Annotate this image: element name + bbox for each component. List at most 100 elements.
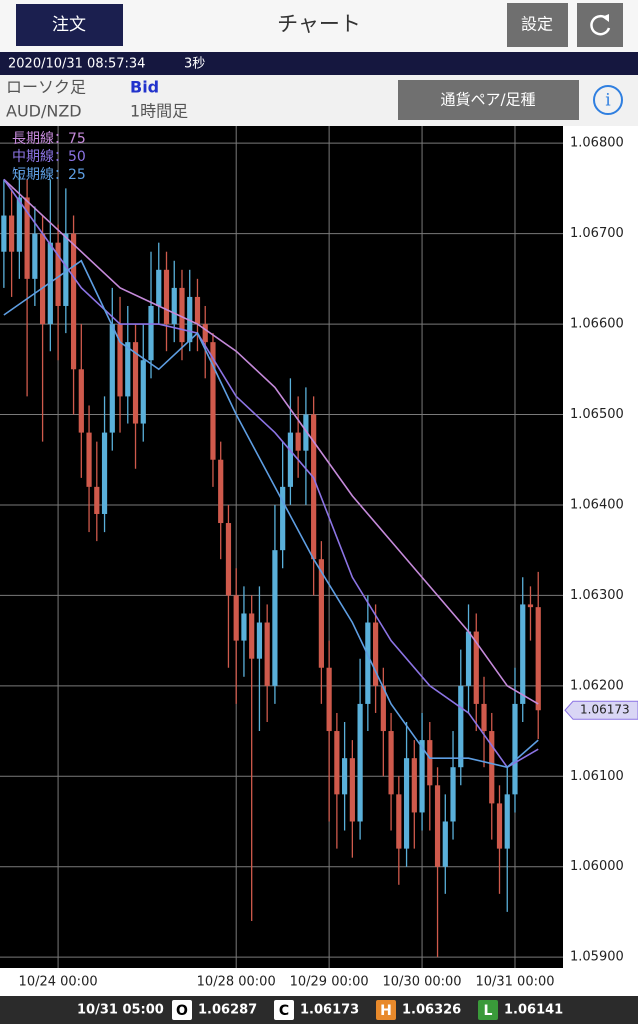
x-tick-label: 10/28 00:00 <box>197 975 276 990</box>
candle-body <box>396 794 402 849</box>
candle-body <box>458 685 464 768</box>
settings-button[interactable] <box>507 3 568 47</box>
candle-body <box>249 613 255 659</box>
ohlc-badge <box>274 1000 294 1020</box>
candle-body <box>86 432 92 487</box>
candle-body <box>465 631 472 686</box>
candle-body <box>94 486 100 514</box>
candle-body <box>32 233 38 279</box>
candle-body <box>512 703 518 795</box>
candle-body <box>233 595 239 641</box>
y-tick-label: 1.05900 <box>570 950 624 965</box>
price-tag <box>564 700 638 720</box>
refresh-icon <box>590 14 611 36</box>
candle-body <box>403 758 410 849</box>
price-tag-label: 1.06173 <box>580 703 630 717</box>
candle-body <box>140 360 146 424</box>
candle-body <box>55 242 61 306</box>
y-tick-label: 1.06200 <box>570 678 624 693</box>
candle-body <box>256 622 263 659</box>
ohlc-value: 1.06287 <box>198 1003 257 1018</box>
candle-body <box>357 703 363 822</box>
ohlc-value: 1.06326 <box>402 1003 461 1018</box>
y-tick-label: 1.06100 <box>570 769 624 784</box>
ohlc-values: O 1.06287 C 1.06173 H 1.06326 L 1.06141 <box>172 1000 563 1020</box>
x-tick-label: 10/24 00:00 <box>19 975 98 990</box>
timeframe: 1時間足 <box>130 102 188 121</box>
candle-body <box>132 342 139 424</box>
ohlc-badge <box>376 1000 396 1020</box>
screen-title: チャート <box>277 12 361 36</box>
ohlc-badge-label: H <box>380 1003 392 1019</box>
candle-body <box>450 767 456 822</box>
candle-body <box>349 758 355 822</box>
settings-button-label: 設定 <box>521 15 553 34</box>
legend-entry: 長期線：75 <box>12 131 86 147</box>
candle-body <box>16 197 22 252</box>
candle-body <box>527 604 534 608</box>
candle-body <box>411 758 417 813</box>
candle-body <box>39 233 46 325</box>
candle-body <box>342 758 348 795</box>
chart-type: ローソク足 <box>6 78 86 97</box>
order-button[interactable] <box>16 4 123 46</box>
x-tick-label: 10/31 00:00 <box>475 975 554 990</box>
currency-pair: AUD/NZD <box>6 102 82 121</box>
legend-entry: 短期線：25 <box>12 167 86 183</box>
candle-body <box>1 215 7 252</box>
candle-body <box>9 215 15 252</box>
candle-body <box>434 785 441 867</box>
candle-body <box>63 233 69 306</box>
timestamp: 2020/10/31 08:57:34 <box>8 57 145 72</box>
candle-body <box>442 821 448 867</box>
candle-body <box>489 731 495 804</box>
candle-body <box>117 324 123 397</box>
y-tick-label: 1.06600 <box>570 317 624 332</box>
pair-button-label: 通貨ペア/足種 <box>440 91 535 109</box>
y-tick-label: 1.06500 <box>570 407 624 422</box>
ohlc-value: 1.06141 <box>504 1003 563 1018</box>
y-tick-label: 1.06800 <box>570 136 624 151</box>
candle-body <box>535 607 541 711</box>
candle-body <box>24 197 30 279</box>
candle-body <box>481 703 487 732</box>
candle-body <box>504 794 510 849</box>
info-icon[interactable] <box>593 85 623 115</box>
moving-average <box>3 178 539 769</box>
candle-body <box>125 342 131 397</box>
ohlc-bar <box>0 996 638 1024</box>
ohlc-badge-label: L <box>484 1003 493 1019</box>
y-tick-label: 1.06700 <box>570 226 624 241</box>
candle-body <box>78 369 84 433</box>
ohlc-badge <box>478 1000 498 1020</box>
candle-body <box>372 622 379 686</box>
candle-body <box>264 622 270 686</box>
candle-body <box>163 269 170 325</box>
candle-body <box>496 803 503 849</box>
candle-body <box>225 523 232 596</box>
refresh-button[interactable] <box>577 3 623 47</box>
candle-body <box>241 613 247 641</box>
candle-body <box>318 559 324 668</box>
candle-body <box>520 604 526 704</box>
candle-body <box>326 667 332 732</box>
y-tick-label: 1.06400 <box>570 497 624 512</box>
legend-entry: 中期線：50 <box>12 149 86 165</box>
ohlc-value: 1.06173 <box>300 1003 359 1018</box>
candle-body <box>295 432 301 451</box>
candle-body <box>473 631 479 704</box>
candle-body <box>179 287 185 343</box>
candle-body <box>303 414 309 451</box>
x-tick-label: 10/30 00:00 <box>383 975 462 990</box>
candle-body <box>388 731 394 795</box>
candle-body <box>194 296 201 325</box>
ohlc-time: 10/31 05:00 <box>77 1003 164 1018</box>
ohlc-badge <box>172 1000 192 1020</box>
pair-button[interactable] <box>398 80 579 120</box>
candle-body <box>334 731 340 795</box>
candle-body <box>171 287 177 325</box>
candle-body <box>380 685 386 732</box>
candle-body <box>109 324 115 433</box>
candle-body <box>101 432 108 514</box>
